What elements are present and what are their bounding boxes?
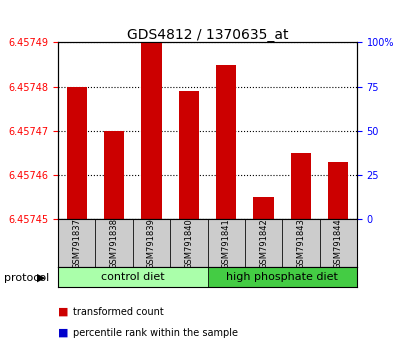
Bar: [253, 197, 274, 219]
FancyBboxPatch shape: [58, 267, 208, 287]
Text: ■: ■: [58, 307, 68, 316]
FancyBboxPatch shape: [320, 219, 357, 267]
Text: percentile rank within the sample: percentile rank within the sample: [73, 328, 238, 338]
Text: GSM791841: GSM791841: [222, 218, 231, 269]
Text: ▶: ▶: [37, 273, 46, 283]
Text: GSM791837: GSM791837: [72, 218, 81, 269]
FancyBboxPatch shape: [133, 219, 170, 267]
Bar: [66, 87, 87, 219]
Text: transformed count: transformed count: [73, 307, 164, 316]
FancyBboxPatch shape: [58, 219, 95, 267]
Text: protocol: protocol: [4, 273, 49, 283]
FancyBboxPatch shape: [170, 219, 208, 267]
Text: high phosphate diet: high phosphate diet: [226, 272, 338, 282]
Bar: [141, 42, 162, 219]
Bar: [178, 91, 199, 219]
Text: GSM791842: GSM791842: [259, 218, 268, 269]
Text: control diet: control diet: [101, 272, 165, 282]
Bar: [290, 153, 311, 219]
Text: GSM791839: GSM791839: [147, 218, 156, 269]
FancyBboxPatch shape: [95, 219, 133, 267]
FancyBboxPatch shape: [282, 219, 320, 267]
FancyBboxPatch shape: [208, 267, 357, 287]
Bar: [216, 64, 237, 219]
Bar: [328, 162, 349, 219]
Text: GSM791838: GSM791838: [110, 218, 119, 269]
Text: GSM791844: GSM791844: [334, 218, 343, 269]
FancyBboxPatch shape: [245, 219, 282, 267]
Text: GSM791843: GSM791843: [296, 218, 305, 269]
Text: ■: ■: [58, 328, 68, 338]
FancyBboxPatch shape: [208, 219, 245, 267]
Text: GSM791840: GSM791840: [184, 218, 193, 269]
Bar: [104, 131, 124, 219]
Text: GDS4812 / 1370635_at: GDS4812 / 1370635_at: [127, 28, 288, 42]
